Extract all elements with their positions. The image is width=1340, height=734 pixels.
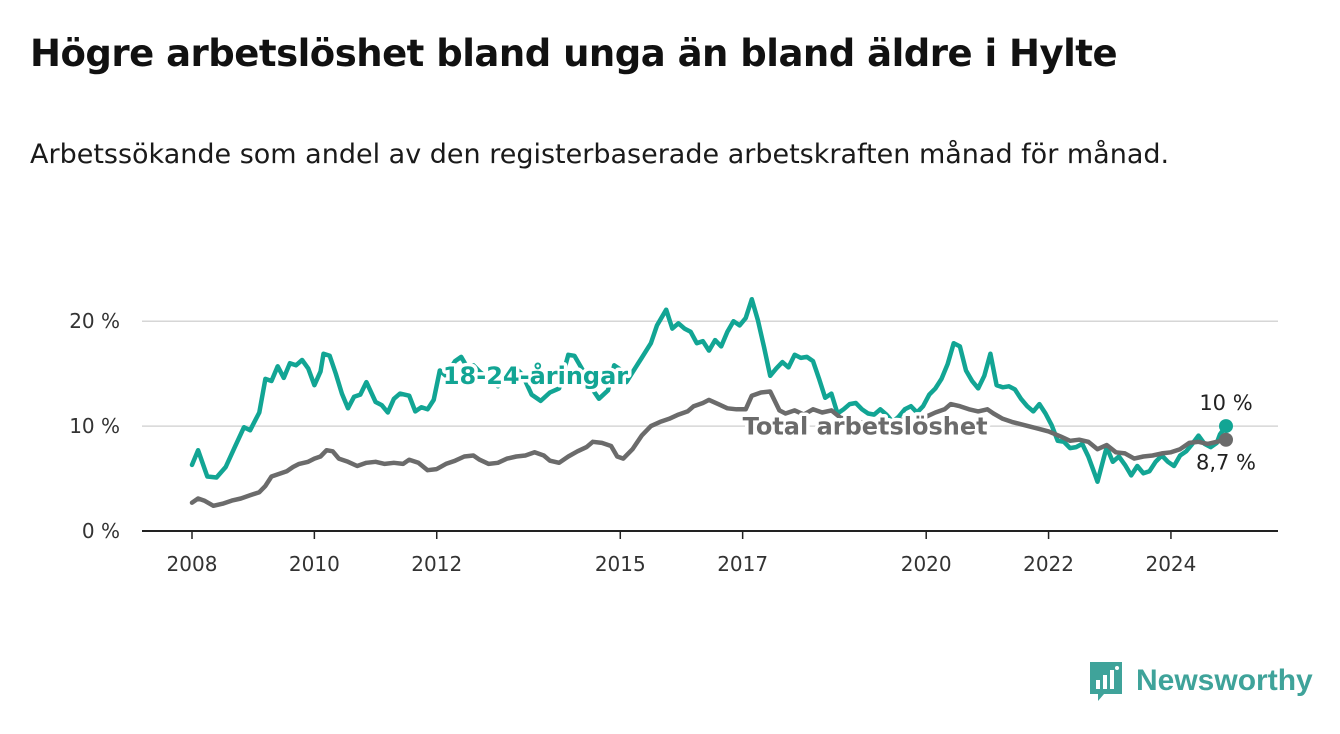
series-labels: 18-24-åringar Total arbetslöshet 10 % 8,7 % bbox=[439, 358, 1258, 478]
x-tick-label: 2012 bbox=[411, 552, 462, 576]
x-tick-label: 2015 bbox=[595, 552, 646, 576]
x-tick-label: 2017 bbox=[717, 552, 768, 576]
y-tick-label: 10 % bbox=[69, 414, 120, 438]
x-axis-ticks: 2008 2010 2012 2015 2017 2020 2022 2024 bbox=[167, 531, 1196, 576]
series-line-1 bbox=[189, 389, 1229, 509]
gridlines bbox=[142, 320, 1278, 532]
series-name-label: 18-24-åringar bbox=[443, 361, 628, 390]
x-tick-label: 2008 bbox=[167, 552, 218, 576]
series-end-marker-0 bbox=[1219, 419, 1233, 434]
series-end-marker-1 bbox=[1219, 432, 1233, 447]
brand-name: Newsworthy bbox=[1136, 664, 1313, 697]
newsworthy-logo: Newsworthy bbox=[1088, 660, 1313, 702]
series-end-value-label: 8,7 % bbox=[1196, 451, 1256, 475]
x-tick-label: 2022 bbox=[1023, 552, 1074, 576]
x-tick-label: 2020 bbox=[901, 552, 952, 576]
x-tick-label: 2010 bbox=[289, 552, 340, 576]
bar-chart-speech-icon bbox=[1090, 662, 1122, 701]
x-tick-label: 2024 bbox=[1145, 552, 1196, 576]
y-tick-label: 20 % bbox=[69, 309, 120, 333]
series-lines bbox=[189, 296, 1233, 509]
chart-subtitle: Arbetssökande som andel av den registerb… bbox=[30, 139, 1170, 170]
y-tick-label: 0 % bbox=[82, 519, 120, 543]
series-line-0 bbox=[189, 296, 1229, 484]
y-axis-ticks: 0 % 10 % 20 % bbox=[69, 309, 120, 543]
chart-title: Högre arbetslöshet bland unga än bland ä… bbox=[30, 32, 1118, 75]
series-end-value-label: 10 % bbox=[1199, 391, 1252, 415]
series-name-label: Total arbetslöshet bbox=[743, 413, 988, 441]
